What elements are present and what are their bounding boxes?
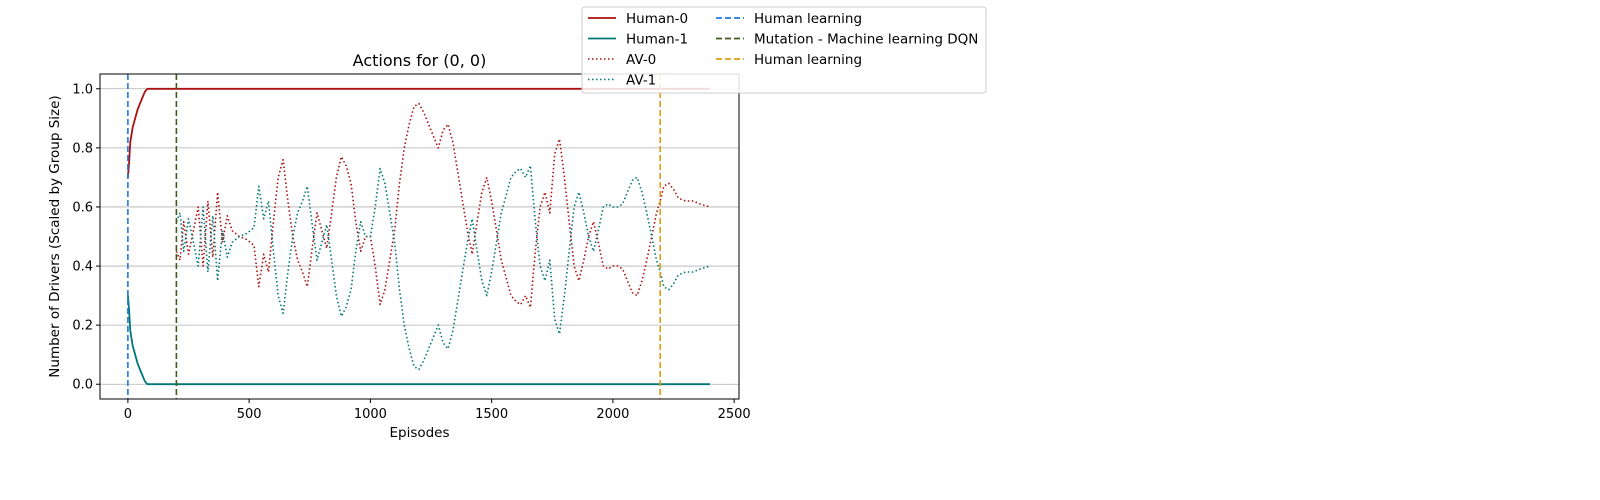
vertical-markers xyxy=(127,74,661,399)
x-tick-label: 1500 xyxy=(475,407,508,422)
series-line-human-0 xyxy=(127,87,710,178)
chart-title: Actions for (0, 0) xyxy=(353,51,487,70)
x-tick-label: 500 xyxy=(237,407,262,422)
axis-ticks: 0 500 1000 1500 2000 2500 0.0 0.2 0.4 0.6 0.8 1.0 xyxy=(72,82,750,422)
y-axis-label: Number of Drivers (Scaled by Group Size) xyxy=(47,95,63,377)
x-tick-label: 0 xyxy=(124,407,132,422)
y-tick-label: 1.0 xyxy=(72,82,93,97)
plot-frame xyxy=(99,73,740,400)
legend-entry-label: Mutation - Machine learning DQN xyxy=(754,32,978,48)
y-tick-label: 0.4 xyxy=(72,260,93,275)
y-tick-label: 0.6 xyxy=(72,200,93,215)
legend-entry-label: Human-1 xyxy=(626,32,688,48)
series-line-av-1 xyxy=(175,164,711,371)
series-line-human-1 xyxy=(127,295,710,386)
series-line-av-0 xyxy=(175,102,711,309)
y-tick-label: 0.8 xyxy=(72,141,93,156)
series-layer xyxy=(127,87,711,386)
legend-entry-label: AV-1 xyxy=(626,73,656,89)
legend-entry-label: AV-0 xyxy=(626,52,656,68)
y-tick-label: 0.2 xyxy=(72,319,93,334)
legend-box xyxy=(581,6,987,94)
x-axis-label: Episodes xyxy=(389,425,449,441)
legend-entry-label: Human-0 xyxy=(626,11,688,27)
legend-entry-label: Human learning xyxy=(754,11,862,27)
y-tick-label: 0.0 xyxy=(72,378,93,393)
x-tick-label: 1000 xyxy=(354,407,387,422)
legend-entry-label: Human learning xyxy=(754,52,862,68)
x-tick-label: 2000 xyxy=(596,407,629,422)
gridlines xyxy=(100,88,739,385)
x-tick-label: 2500 xyxy=(718,407,751,422)
legend: Human-0 Human-1 AV-0 AV-1 Human learning Muta… xyxy=(581,6,987,94)
